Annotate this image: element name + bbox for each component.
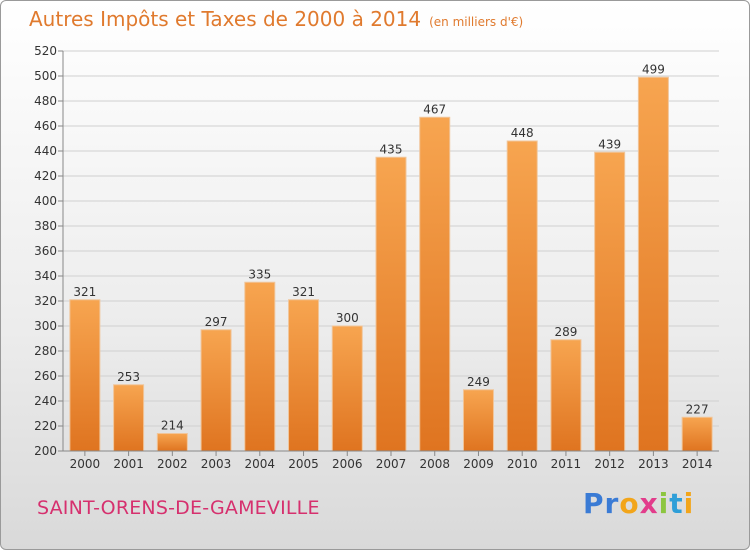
y-tick-label: 340 — [34, 269, 57, 283]
x-tick-label-2006: 2006 — [332, 457, 363, 471]
chart-subtitle: (en milliers d'€) — [429, 15, 524, 29]
logo-letter: i — [658, 487, 670, 520]
bar-2014 — [681, 416, 713, 452]
data-label-2002: 214 — [161, 419, 184, 433]
y-tick-label: 260 — [34, 369, 57, 383]
y-tick-label: 320 — [34, 294, 57, 308]
bars — [69, 76, 713, 452]
x-tick-label-2010: 2010 — [507, 457, 538, 471]
y-tick-label: 460 — [34, 119, 57, 133]
data-label-2005: 321 — [292, 285, 315, 299]
data-label-2009: 249 — [467, 375, 490, 389]
y-tick-label: 280 — [34, 344, 57, 358]
x-tick-label-2001: 2001 — [113, 457, 144, 471]
x-tick-label-2000: 2000 — [70, 457, 101, 471]
bar-2010 — [506, 140, 538, 452]
y-tick-label: 240 — [34, 394, 57, 408]
y-tick-label: 220 — [34, 419, 57, 433]
x-tick-label-2002: 2002 — [157, 457, 188, 471]
chart-title: Autres Impôts et Taxes de 2000 à 2014 (en… — [29, 7, 523, 31]
bar-2001 — [113, 384, 145, 452]
bar-2000 — [69, 299, 101, 452]
data-labels: 321 253 214 297 335 321 300 435 467 249 448 289 439 4… — [73, 62, 708, 432]
y-tick-label: 440 — [34, 144, 57, 158]
x-tick-label-2012: 2012 — [594, 457, 625, 471]
title-text: Autres Impôts et Taxes de 2000 à 2014 — [29, 7, 422, 31]
logo-letter: r — [604, 487, 620, 520]
bar-2005 — [288, 299, 320, 452]
x-tick-label-2003: 2003 — [201, 457, 232, 471]
y-tick-label: 520 — [34, 44, 57, 58]
data-label-2003: 297 — [205, 315, 228, 329]
logo-letter: x — [639, 487, 659, 520]
data-label-2011: 289 — [554, 325, 577, 339]
x-tick-label-2014: 2014 — [682, 457, 713, 471]
bar-2003 — [200, 329, 232, 452]
x-tick-label-2011: 2011 — [551, 457, 582, 471]
bar-2012 — [594, 151, 626, 452]
y-tick-label: 500 — [34, 69, 57, 83]
y-tick-label: 300 — [34, 319, 57, 333]
x-tick-label-2005: 2005 — [288, 457, 319, 471]
data-label-2010: 448 — [511, 126, 534, 140]
data-label-2012: 439 — [598, 137, 621, 151]
y-tick-label: 200 — [34, 444, 57, 458]
data-label-2014: 227 — [686, 402, 709, 416]
logo-letter: o — [619, 487, 640, 520]
logo-letter: t — [669, 487, 684, 520]
y-tick-label: 400 — [34, 194, 57, 208]
data-label-2007: 435 — [380, 142, 403, 156]
data-label-2013: 499 — [642, 62, 665, 76]
bar-2013 — [637, 76, 669, 452]
town-name: SAINT-ORENS-DE-GAMEVILLE — [37, 497, 320, 519]
bar-2009 — [462, 389, 494, 452]
bar-2008 — [419, 116, 451, 452]
x-tick-label-2007: 2007 — [376, 457, 407, 471]
x-axis-ticks: 2000 2001 2002 2003 2004 2005 2006 2007 2008 2009… — [70, 451, 713, 471]
bar-2004 — [244, 281, 276, 452]
logo-letter: i — [683, 487, 695, 520]
data-label-2000: 321 — [73, 285, 96, 299]
logo-letter: P — [583, 487, 605, 520]
y-tick-label: 360 — [34, 244, 57, 258]
data-label-2008: 467 — [423, 102, 446, 116]
bar-2011 — [550, 339, 582, 452]
x-tick-label-2004: 2004 — [245, 457, 276, 471]
data-label-2006: 300 — [336, 311, 359, 325]
x-tick-label-2008: 2008 — [419, 457, 450, 471]
data-label-2001: 253 — [117, 370, 140, 384]
y-tick-label: 380 — [34, 219, 57, 233]
bar-2007 — [375, 156, 407, 452]
x-tick-label-2009: 2009 — [463, 457, 494, 471]
data-label-2004: 335 — [248, 267, 271, 281]
proxiti-logo: Proxiti — [583, 487, 694, 520]
x-tick-label-2013: 2013 — [638, 457, 669, 471]
bar-2006 — [331, 325, 363, 452]
bar-2002 — [156, 433, 188, 452]
y-tick-label: 420 — [34, 169, 57, 183]
y-tick-label: 480 — [34, 94, 57, 108]
